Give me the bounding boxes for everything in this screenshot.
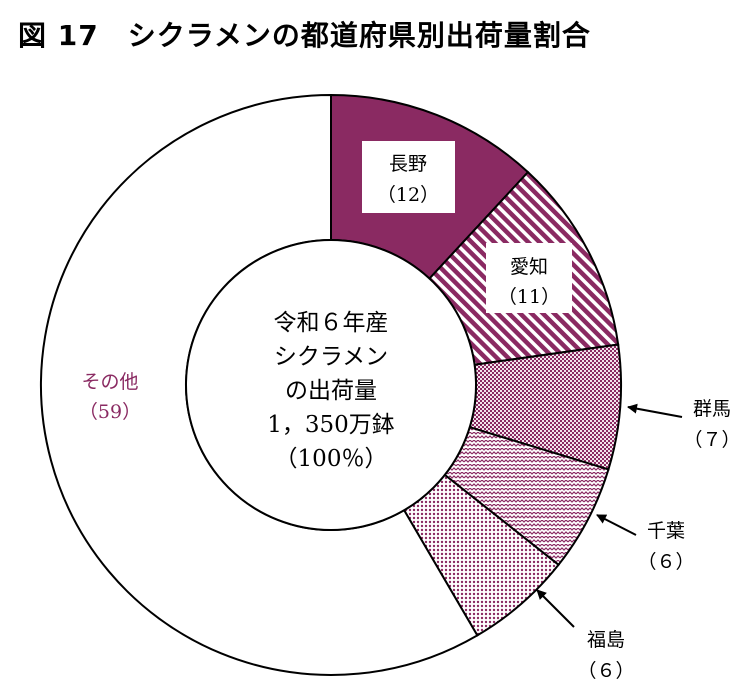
center-text-line: 令和６年産 (274, 310, 389, 336)
slice-value-fukushima: （６） (577, 660, 634, 682)
center-circle (185, 239, 477, 531)
slice-label-nagano: 長野 (389, 153, 427, 175)
center-text-line: 1，350万鉢 (267, 412, 395, 438)
arrow-fukushima (536, 589, 575, 628)
slice-label-fukushima: 福島 (587, 629, 625, 651)
slice-value-other: （59） (79, 401, 141, 423)
slice-value-chiba: （６） (637, 551, 694, 573)
center-text-line: （100％） (275, 446, 388, 472)
slice-label-aichi: 愛知 (510, 256, 548, 278)
label-box-nagano (362, 141, 455, 213)
arrow-gunma (627, 403, 683, 418)
slice-label-gunma: 群馬 (693, 398, 731, 420)
slice-label-other: その他 (81, 371, 138, 393)
slice-label-chiba: 千葉 (647, 520, 685, 542)
label-box-aichi (486, 243, 572, 313)
arrow-chiba (596, 514, 637, 536)
center-text-line: の出荷量 (285, 378, 377, 404)
slice-value-nagano: （12） (377, 184, 439, 206)
center-text-line: シクラメン (274, 344, 388, 370)
slice-value-aichi: （11） (498, 286, 560, 308)
chart-title: 図 17 シクラメンの都道府県別出荷量割合 (18, 19, 591, 52)
slice-value-gunma: （７） (683, 429, 740, 451)
